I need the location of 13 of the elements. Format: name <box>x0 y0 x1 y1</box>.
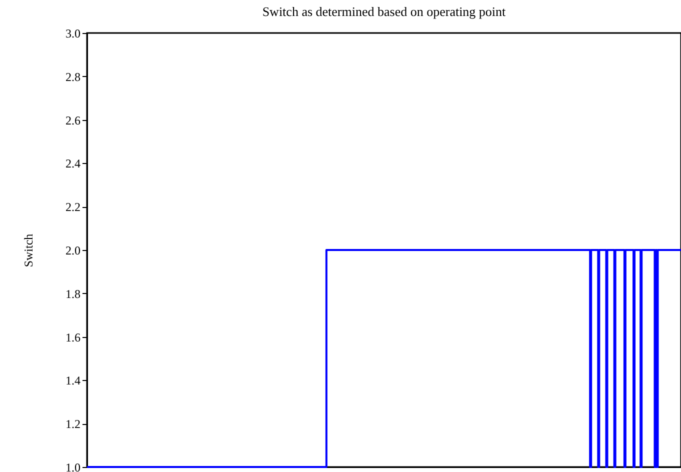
y-tick-label: 1.4 <box>66 374 80 388</box>
y-tick-label: 2.6 <box>66 113 80 128</box>
y-tick-label: 2.8 <box>66 70 80 84</box>
y-tick-label: 3.0 <box>66 26 80 40</box>
y-tick-label: 2.2 <box>66 200 80 214</box>
y-tick-label: 1.2 <box>66 417 80 432</box>
y-axis-title: Switch <box>22 234 36 268</box>
y-tick-label: 1.0 <box>66 460 80 472</box>
y-tick-label: 1.8 <box>66 286 80 301</box>
y-tick-label: 1.6 <box>66 330 80 344</box>
chart-title: Switch as determined based on operating point <box>262 4 506 19</box>
y-tick-label: 2.0 <box>66 244 80 258</box>
y-tick-label: 2.4 <box>66 156 80 171</box>
